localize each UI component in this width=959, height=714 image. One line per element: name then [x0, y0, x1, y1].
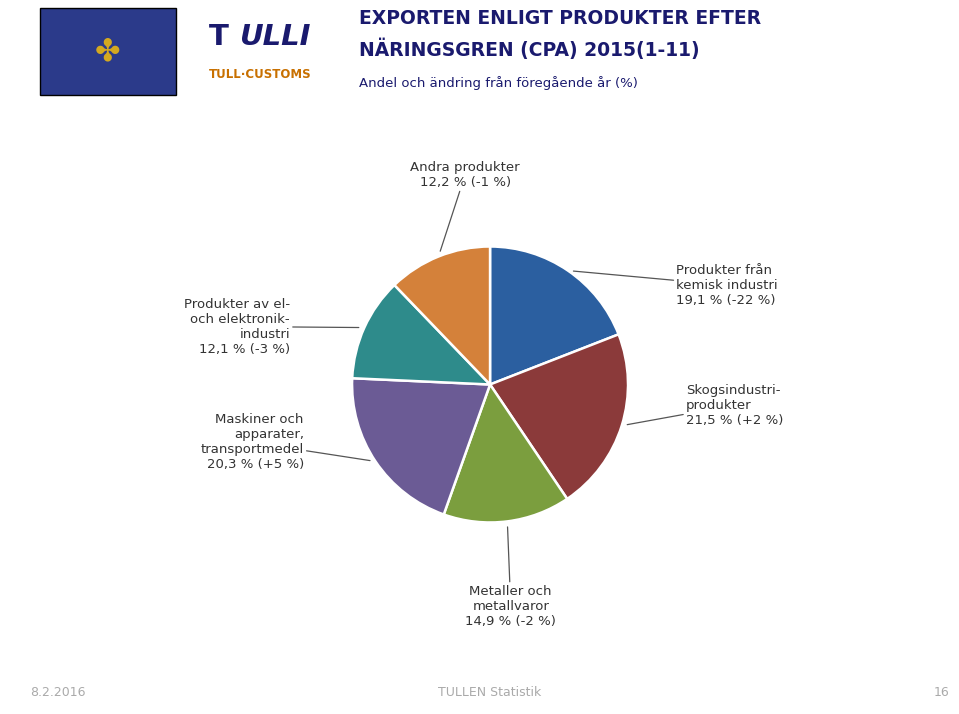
Text: Produkter från
kemisk industri
19,1 % (-22 %): Produkter från kemisk industri 19,1 % (-…	[573, 263, 778, 306]
Text: Metaller och
metallvaror
14,9 % (-2 %): Metaller och metallvaror 14,9 % (-2 %)	[465, 527, 556, 628]
Text: EXPORTEN ENLIGT PRODUKTER EFTER: EXPORTEN ENLIGT PRODUKTER EFTER	[359, 9, 760, 28]
Text: NÄRINGSGREN (CPA) 2015(1-11): NÄRINGSGREN (CPA) 2015(1-11)	[359, 39, 699, 61]
Wedge shape	[490, 334, 628, 499]
Wedge shape	[490, 246, 619, 384]
Wedge shape	[352, 285, 490, 384]
Text: TULL·CUSTOMS: TULL·CUSTOMS	[209, 68, 312, 81]
Text: Andel och ändring från föregående år (%): Andel och ändring från föregående år (%)	[359, 76, 638, 90]
Text: Andra produkter
12,2 % (-1 %): Andra produkter 12,2 % (-1 %)	[410, 161, 520, 251]
Text: Produkter av el-
och elektronik-
industri
12,1 % (-3 %): Produkter av el- och elektronik- industr…	[184, 298, 359, 356]
Text: ✤: ✤	[95, 37, 120, 66]
FancyBboxPatch shape	[40, 9, 175, 95]
Text: 8.2.2016: 8.2.2016	[31, 685, 86, 699]
Wedge shape	[394, 246, 490, 384]
Text: T: T	[209, 24, 228, 51]
Text: TULLEN Statistik: TULLEN Statistik	[438, 685, 542, 699]
Text: Maskiner och
apparater,
transportmedel
20,3 % (+5 %): Maskiner och apparater, transportmedel 2…	[200, 413, 370, 471]
Wedge shape	[444, 384, 567, 523]
Text: 16: 16	[934, 685, 949, 699]
Text: Skogsindustri-
produkter
21,5 % (+2 %): Skogsindustri- produkter 21,5 % (+2 %)	[627, 383, 784, 427]
Text: ULLI: ULLI	[239, 24, 310, 51]
Wedge shape	[352, 378, 490, 515]
